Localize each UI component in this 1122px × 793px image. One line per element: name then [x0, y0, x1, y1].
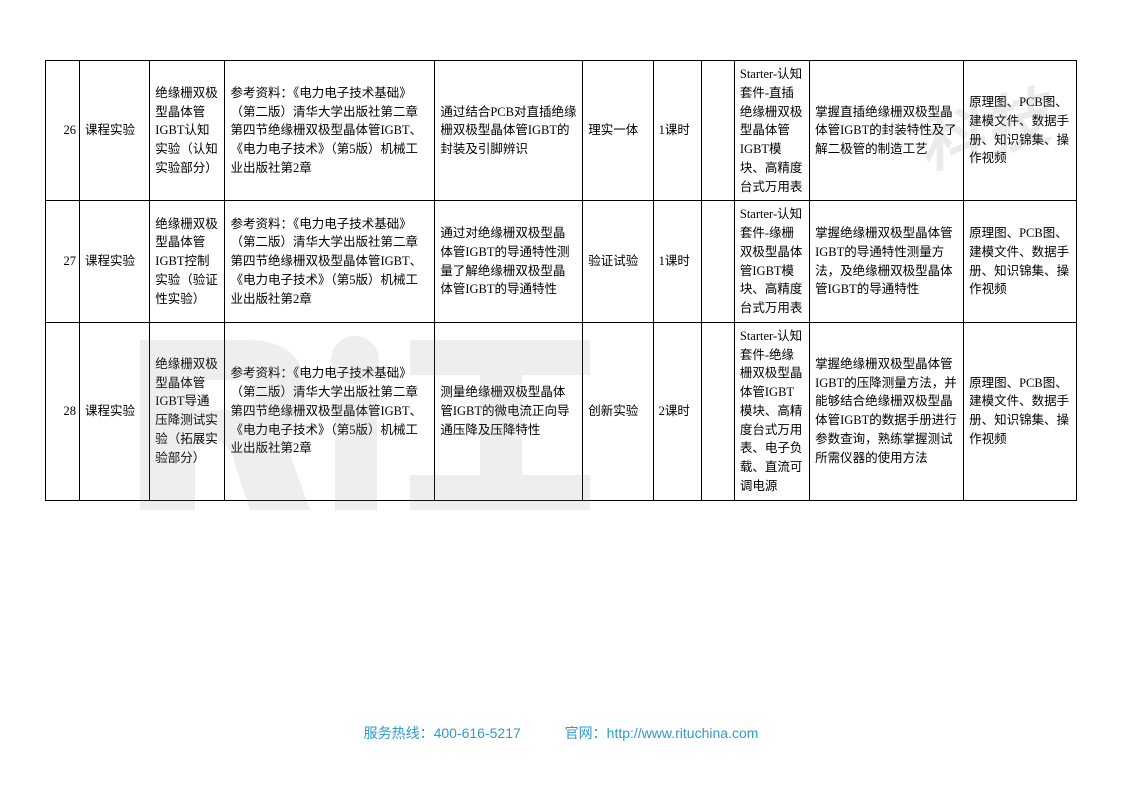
cell-hours: 2课时 [653, 322, 702, 500]
cell-blank [702, 201, 735, 323]
cell-equipment: Starter-认知套件-直插绝缘栅双极型晶体管IGBT模块、高精度台式万用表 [734, 61, 809, 201]
hotline-phone: 400-616-5217 [434, 725, 521, 741]
cell-goal: 掌握绝缘栅双极型晶体管IGBT的导通特性测量方法，及绝缘栅双极型晶体管IGBT的… [810, 201, 964, 323]
table-body: 26 课程实验 绝缘栅双极型晶体管IGBT认知实验（认知实验部分） 参考资料：《… [46, 61, 1077, 501]
hotline-label: 服务热线： [364, 725, 434, 741]
cell-content: 通过结合PCB对直插绝缘栅双极型晶体管IGBT的封装及引脚辨识 [435, 61, 583, 201]
cell-equipment: Starter-认知套件-缘栅双极型晶体管IGBT模块、高精度台式万用表 [734, 201, 809, 323]
course-table-container: 26 课程实验 绝缘栅双极型晶体管IGBT认知实验（认知实验部分） 参考资料：《… [45, 60, 1077, 501]
cell-type: 课程实验 [79, 322, 149, 500]
cell-num: 26 [46, 61, 80, 201]
cell-mode: 理实一体 [583, 61, 653, 201]
website-url: http://www.rituchina.com [607, 725, 759, 741]
cell-name: 绝缘栅双极型晶体管IGBT导通压降测试实验（拓展实验部分） [150, 322, 225, 500]
cell-resource: 原理图、PCB图、建模文件、数据手册、知识锦集、操作视频 [964, 201, 1077, 323]
cell-resource: 原理图、PCB图、建模文件、数据手册、知识锦集、操作视频 [964, 322, 1077, 500]
cell-name: 绝缘栅双极型晶体管IGBT认知实验（认知实验部分） [150, 61, 225, 201]
cell-content: 测量绝缘栅双极型晶体管IGBT的微电流正向导通压降及压降特性 [435, 322, 583, 500]
cell-type: 课程实验 [79, 61, 149, 201]
cell-mode: 验证试验 [583, 201, 653, 323]
cell-mode: 创新实验 [583, 322, 653, 500]
cell-goal: 掌握直插绝缘栅双极型晶体管IGBT的封装特性及了解二极管的制造工艺 [810, 61, 964, 201]
cell-type: 课程实验 [79, 201, 149, 323]
cell-reference: 参考资料：《电力电子技术基础》（第二版）清华大学出版社第二章第四节绝缘栅双极型晶… [225, 322, 435, 500]
cell-num: 27 [46, 201, 80, 323]
cell-goal: 掌握绝缘栅双极型晶体管IGBT的压降测量方法，并能够结合绝缘栅双极型晶体管IGB… [810, 322, 964, 500]
cell-resource: 原理图、PCB图、建模文件、数据手册、知识锦集、操作视频 [964, 61, 1077, 201]
course-table: 26 课程实验 绝缘栅双极型晶体管IGBT认知实验（认知实验部分） 参考资料：《… [45, 60, 1077, 501]
table-row: 28 课程实验 绝缘栅双极型晶体管IGBT导通压降测试实验（拓展实验部分） 参考… [46, 322, 1077, 500]
cell-reference: 参考资料：《电力电子技术基础》（第二版）清华大学出版社第二章第四节绝缘栅双极型晶… [225, 61, 435, 201]
page-footer: 服务热线：400-616-5217 官网：http://www.rituchin… [0, 723, 1122, 743]
cell-reference: 参考资料：《电力电子技术基础》（第二版）清华大学出版社第二章第四节绝缘栅双极型晶… [225, 201, 435, 323]
cell-equipment: Starter-认知套件-绝缘栅双极型晶体管IGBT模块、高精度台式万用表、电子… [734, 322, 809, 500]
cell-name: 绝缘栅双极型晶体管IGBT控制实验（验证性实验） [150, 201, 225, 323]
cell-hours: 1课时 [653, 61, 702, 201]
cell-content: 通过对绝缘栅双极型晶体管IGBT的导通特性测量了解绝缘栅双极型晶体管IGBT的导… [435, 201, 583, 323]
website-label: 官网： [565, 725, 607, 741]
cell-hours: 1课时 [653, 201, 702, 323]
cell-blank [702, 61, 735, 201]
table-row: 26 课程实验 绝缘栅双极型晶体管IGBT认知实验（认知实验部分） 参考资料：《… [46, 61, 1077, 201]
cell-num: 28 [46, 322, 80, 500]
table-row: 27 课程实验 绝缘栅双极型晶体管IGBT控制实验（验证性实验） 参考资料：《电… [46, 201, 1077, 323]
cell-blank [702, 322, 735, 500]
